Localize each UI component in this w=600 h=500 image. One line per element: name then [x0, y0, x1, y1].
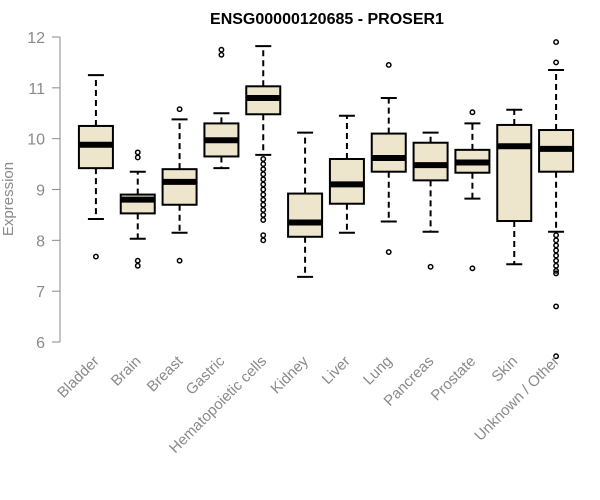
outlier-point: [218, 46, 225, 53]
iqr-box: [161, 168, 198, 206]
box-series: [77, 39, 575, 360]
y-tick-label: 8: [36, 233, 45, 250]
box-skin: [496, 108, 533, 266]
x-tick-label: Kidney: [267, 352, 312, 397]
box-hematopoietic-cells: [245, 45, 282, 244]
outlier-point: [260, 211, 267, 218]
outlier-point: [260, 196, 267, 203]
outlier-point: [260, 161, 267, 168]
outlier-point: [260, 201, 267, 208]
outlier-point: [553, 237, 560, 244]
outlier-point: [260, 156, 267, 162]
x-tick-label: Brain: [108, 353, 145, 390]
outlier-point: [260, 237, 267, 244]
x-tick-label: Prostate: [428, 353, 480, 405]
outlier-point: [427, 263, 434, 270]
outlier-point: [553, 242, 560, 249]
iqr-box: [370, 132, 407, 173]
box-pancreas: [412, 131, 449, 270]
outlier-point: [260, 191, 267, 198]
outlier-point: [553, 303, 560, 310]
x-tick-label: Liver: [319, 353, 354, 388]
outlier-point: [553, 257, 560, 264]
outlier-point: [553, 232, 560, 239]
outlier-point: [469, 265, 476, 272]
iqr-box: [496, 123, 533, 223]
outlier-point: [260, 186, 267, 193]
outlier-point: [260, 166, 267, 173]
outlier-point: [260, 176, 267, 183]
outlier-point: [553, 59, 560, 66]
outlier-point: [553, 39, 560, 46]
y-axis-label: Expression: [0, 162, 17, 236]
iqr-box: [412, 141, 449, 182]
outlier-point: [134, 262, 141, 269]
x-tick-label: Breast: [144, 352, 187, 395]
box-bladder: [77, 74, 114, 260]
outlier-point: [176, 257, 183, 264]
box-brain: [119, 149, 156, 269]
outlier-point: [553, 247, 560, 254]
outlier-point: [553, 267, 560, 274]
outlier-point: [260, 206, 267, 213]
x-tick-label: Bladder: [54, 353, 103, 402]
outlier-point: [92, 253, 99, 260]
iqr-box: [287, 192, 324, 238]
box-breast: [161, 106, 198, 264]
x-tick-label: Lung: [360, 353, 396, 389]
y-tick-label: 11: [28, 81, 45, 98]
y-tick-label: 7: [36, 284, 45, 301]
outlier-point: [260, 171, 267, 178]
box-gastric: [203, 46, 240, 170]
y-tick-label: 12: [27, 30, 45, 47]
outlier-point: [553, 270, 560, 277]
outlier-point: [260, 181, 267, 188]
outlier-point: [553, 252, 560, 259]
box-liver: [328, 114, 365, 234]
y-tick-label: 6: [36, 335, 45, 352]
outlier-point: [260, 232, 267, 239]
y-axis: 6 7 8 9 10 11 12: [27, 30, 61, 352]
outlier-point: [553, 353, 560, 360]
outlier-point: [134, 154, 141, 161]
outlier-point: [134, 257, 141, 264]
box-kidney: [287, 131, 324, 278]
y-tick-label: 10: [27, 132, 45, 149]
x-tick-label: Skin: [488, 353, 521, 386]
outlier-point: [385, 249, 392, 255]
outlier-point: [469, 109, 476, 116]
box-prostate: [454, 109, 491, 272]
outlier-point: [176, 106, 183, 113]
box-unknown-other: [538, 39, 575, 360]
outlier-point: [260, 217, 267, 223]
box-lung: [370, 62, 407, 255]
chart-title: ENSG00000120685 - PROSER1: [210, 11, 444, 28]
outlier-point: [553, 262, 560, 269]
outlier-point: [218, 51, 225, 58]
outlier-point: [385, 62, 392, 68]
y-tick-label: 9: [36, 183, 45, 200]
iqr-box: [328, 158, 365, 205]
outlier-point: [134, 149, 141, 156]
